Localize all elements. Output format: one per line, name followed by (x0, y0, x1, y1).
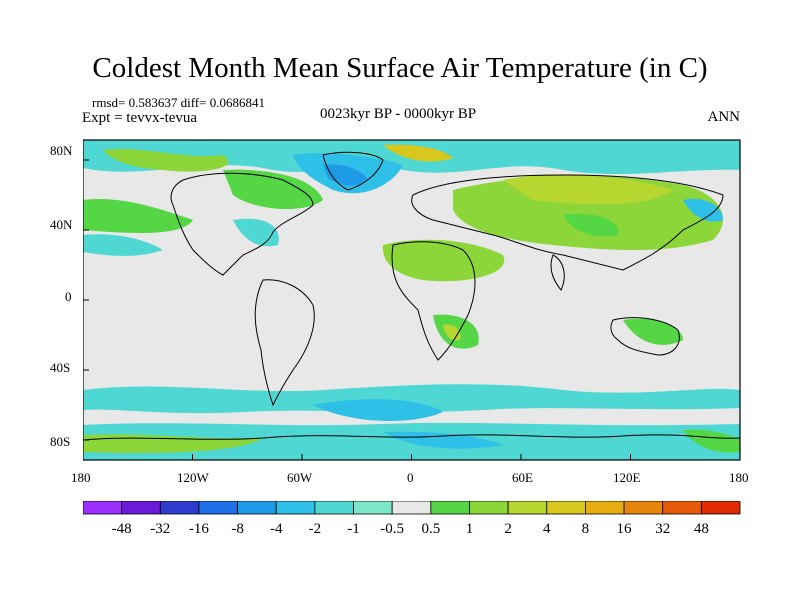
colorbar-swatch (585, 501, 625, 515)
colorbar-label: 2 (504, 521, 512, 537)
colorbar-label: -2 (309, 521, 322, 537)
colorbar-swatch (507, 501, 548, 515)
experiment-label: Expt = tevvx-tevua (82, 110, 198, 126)
lon-tick: 180 (71, 470, 91, 485)
lon-tick: 180 (729, 470, 749, 485)
period-label: 0023kyr BP - 0000kyr BP (320, 106, 477, 122)
colorbar-swatch (198, 501, 238, 515)
colorbar-label: -8 (231, 521, 244, 537)
lon-tick: 0 (407, 470, 414, 485)
colorbar-label: 16 (617, 521, 633, 537)
lon-tick: 120E (613, 470, 641, 485)
colorbar-swatch (391, 501, 432, 515)
colorbar: -48 -32 -16 -8 -4 -2 -1 -0.5 0.5 1 2 4 8 16 32 48 (83, 501, 741, 537)
colorbar-label: 0.5 (421, 521, 440, 537)
lat-tick: 40S (50, 360, 71, 375)
colorbar-label: 4 (543, 521, 551, 537)
coastlines (83, 151, 741, 441)
lon-tick: 120W (177, 470, 209, 485)
colorbar-label: -16 (189, 521, 209, 537)
map-ticks (83, 159, 741, 460)
colorbar-label: 32 (655, 521, 670, 537)
colorbar-swatch (546, 501, 586, 515)
lon-tick: 60W (287, 470, 313, 485)
colorbar-swatch (469, 501, 509, 515)
colorbar-swatch (314, 501, 354, 515)
colorbar-label: -4 (270, 521, 283, 537)
colorbar-swatch (237, 501, 277, 515)
colorbar-swatch (662, 501, 702, 515)
colorbar-swatch (121, 501, 161, 515)
colorbar-label: -0.5 (380, 521, 404, 537)
colorbar-swatch (159, 501, 200, 515)
colorbar-swatch (83, 501, 123, 515)
colorbar-swatch (700, 501, 741, 515)
lat-tick: 80N (50, 143, 73, 158)
lon-tick: 60E (512, 470, 533, 485)
lat-tick: 40N (50, 217, 73, 232)
colorbar-label: -48 (112, 521, 132, 537)
stats-text: rmsd= 0.583637 diff= 0.0686841 (92, 95, 265, 110)
colorbar-label: 48 (694, 521, 709, 537)
colorbar-label: 8 (582, 521, 590, 537)
colorbar-label: 1 (466, 521, 474, 537)
lat-tick: 80S (50, 434, 71, 449)
colorbar-swatch (353, 501, 393, 515)
colorbar-swatch (430, 501, 470, 515)
season-label: ANN (707, 109, 741, 125)
colorbar-label: -32 (150, 521, 170, 537)
colorbar-swatch (275, 501, 316, 515)
anomaly-patches (83, 140, 740, 460)
chart-title: Coldest Month Mean Surface Air Temperatu… (92, 52, 708, 84)
colorbar-swatch (623, 501, 664, 515)
world-map (83, 139, 741, 461)
lat-tick: 0 (65, 289, 72, 304)
colorbar-label: -1 (347, 521, 360, 537)
